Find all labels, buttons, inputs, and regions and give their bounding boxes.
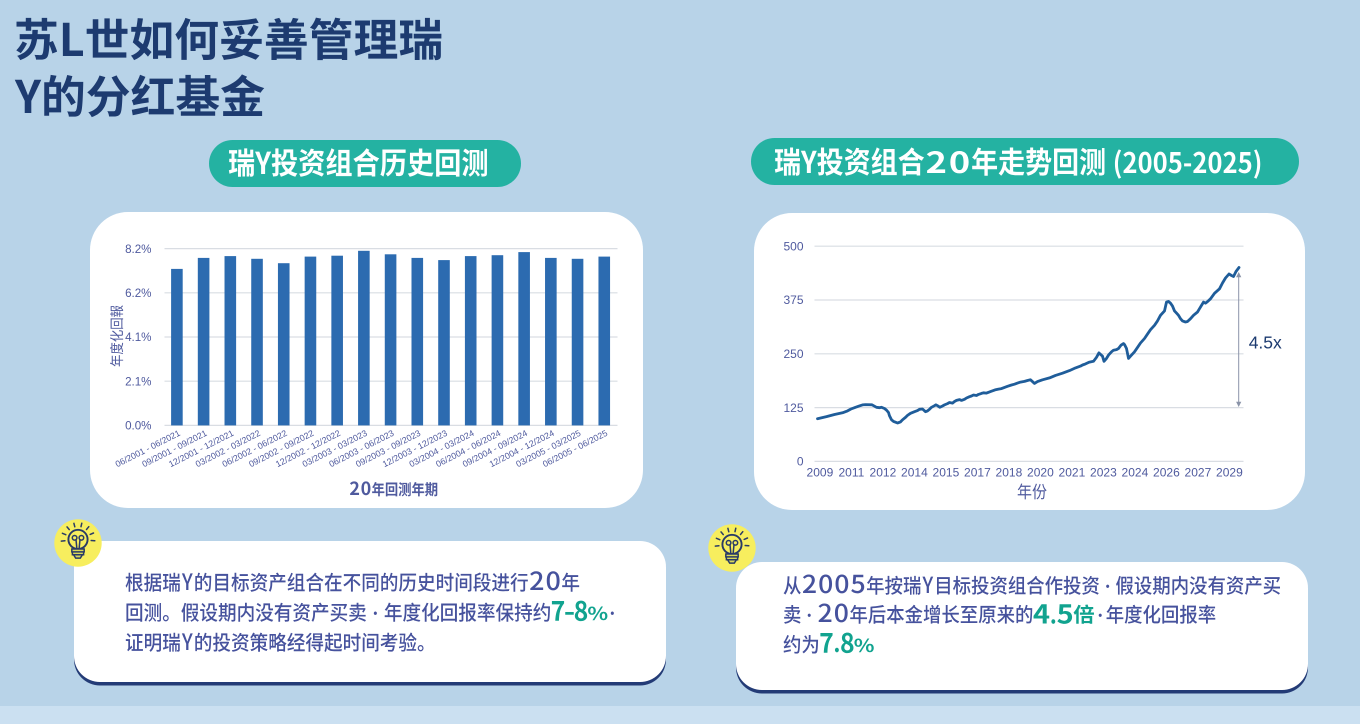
svg-text:2023: 2023 (1090, 466, 1117, 480)
svg-text:2021: 2021 (1058, 466, 1085, 480)
svg-text:2.1%: 2.1% (125, 375, 151, 388)
svg-text:8.2%: 8.2% (125, 243, 151, 256)
svg-text:2014: 2014 (901, 466, 928, 480)
svg-text:2026: 2026 (1153, 466, 1180, 480)
svg-text:2011: 2011 (838, 466, 864, 480)
svg-text:2020: 2020 (1027, 466, 1054, 480)
svg-text:375: 375 (783, 293, 803, 307)
svg-text:2015: 2015 (932, 466, 959, 480)
svg-text:4.1%: 4.1% (125, 331, 151, 344)
svg-text:2027: 2027 (1184, 466, 1211, 480)
svg-text:0.0%: 0.0% (125, 420, 151, 433)
svg-text:250: 250 (783, 347, 803, 361)
svg-text:2009: 2009 (806, 466, 833, 480)
svg-text:125: 125 (783, 401, 803, 415)
svg-text:500: 500 (783, 239, 803, 253)
svg-text:4.5x: 4.5x (1248, 333, 1281, 353)
svg-text:6.2%: 6.2% (125, 287, 151, 300)
svg-text:2012: 2012 (869, 466, 896, 480)
svg-text:2024: 2024 (1121, 466, 1148, 480)
svg-text:2018: 2018 (995, 466, 1022, 480)
svg-text:2029: 2029 (1216, 466, 1243, 480)
svg-text:0: 0 (796, 455, 803, 469)
svg-text:2017: 2017 (964, 466, 991, 480)
